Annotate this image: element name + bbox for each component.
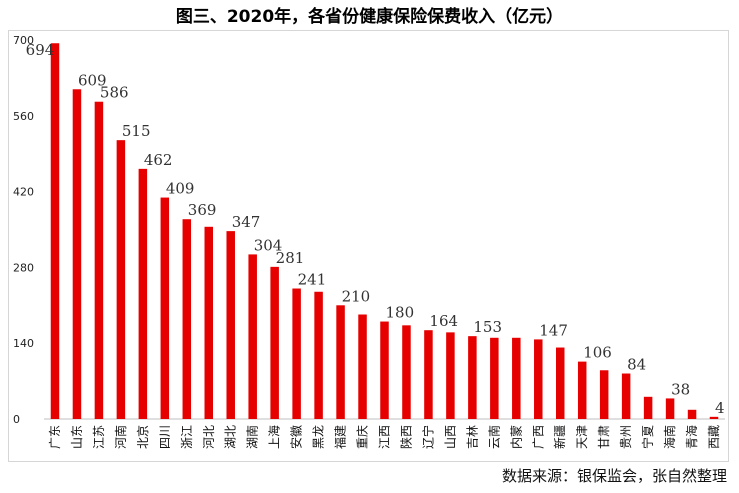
bar — [204, 226, 214, 419]
category-label: 湖北 — [223, 425, 238, 449]
bar — [94, 101, 104, 420]
category-label: 江苏 — [92, 425, 106, 449]
bar-value-label: 694 — [26, 41, 55, 59]
bar-value-label: 281 — [276, 249, 305, 267]
bar — [643, 396, 653, 419]
category-label: 重庆 — [356, 425, 370, 449]
category-label: 西藏 — [707, 425, 721, 449]
bar-value-label: 347 — [232, 213, 261, 231]
y-tick-label: 700 — [13, 34, 34, 47]
y-tick-label: 560 — [13, 110, 34, 123]
bar — [402, 325, 411, 419]
bar-value-label: 4 — [715, 399, 725, 417]
category-label: 福建 — [333, 425, 348, 449]
bar — [446, 332, 455, 419]
chart-title: 图三、2020年，各省份健康保险保费收入（亿元） — [175, 7, 564, 27]
category-label: 浙江 — [180, 425, 194, 449]
bar-value-label: 164 — [429, 312, 458, 330]
chart-frame: 0 140 280 420 560 700 694 609 586 515 462 409 369 34… — [8, 30, 729, 462]
bar-value-label: 84 — [627, 356, 646, 374]
bar — [577, 361, 587, 419]
category-label: 贵州 — [619, 425, 633, 449]
category-label: 四川 — [158, 425, 172, 449]
bar-value-label: 147 — [539, 321, 568, 339]
bar — [512, 337, 521, 419]
bar — [468, 336, 477, 419]
bar — [138, 168, 148, 419]
bar — [270, 266, 279, 419]
category-label: 内蒙 — [509, 425, 523, 449]
bar — [182, 219, 192, 419]
bar — [424, 330, 433, 419]
category-label: 上海 — [267, 425, 282, 449]
category-label: 吉林 — [465, 425, 479, 449]
bar — [314, 291, 323, 419]
bar-value-label: 586 — [100, 84, 129, 102]
bar-value-label: 106 — [583, 344, 612, 362]
bar — [358, 314, 367, 419]
bar — [160, 197, 170, 419]
category-label: 宁夏 — [640, 425, 655, 449]
bar-value-label: 369 — [188, 201, 217, 219]
category-label: 甘肃 — [597, 425, 611, 449]
category-label: 北京 — [136, 425, 150, 449]
category-label: 天津 — [575, 425, 589, 449]
category-label: 山西 — [443, 425, 457, 449]
category-label-layer: 广东 山东 江苏 河南 北京 四川 浙江 河北 湖北 湖南 上海 安徽 黑龙 福建 重庆 江西 陕西 辽宁 山西 吉林… — [48, 425, 721, 449]
category-label: 山东 — [70, 425, 84, 449]
bar — [72, 89, 82, 419]
bar — [555, 347, 565, 419]
bar — [599, 370, 609, 419]
y-tick-label: 420 — [13, 186, 34, 199]
bar-value-label: 241 — [298, 271, 327, 289]
bar-value-label: 409 — [166, 180, 195, 198]
category-label: 江西 — [378, 425, 392, 449]
bar — [621, 373, 631, 419]
bar — [687, 409, 697, 419]
bar-value-label: 210 — [342, 287, 371, 305]
bar — [380, 321, 389, 419]
bar — [665, 398, 675, 419]
bar-layer — [50, 43, 719, 420]
source-note: 数据来源：银保监会，张自然整理 — [501, 467, 727, 485]
bar — [336, 305, 345, 419]
bar-value-label: 153 — [473, 318, 502, 336]
category-label: 黑龙 — [312, 425, 326, 449]
bar-value-label: 180 — [386, 304, 415, 322]
bar-value-label: 304 — [254, 236, 283, 254]
bar-value-label: 515 — [122, 122, 151, 140]
category-label: 辽宁 — [420, 425, 435, 449]
category-label: 新疆 — [552, 425, 567, 449]
category-label: 陕西 — [398, 425, 413, 449]
bar-value-label: 462 — [144, 151, 173, 169]
category-label: 安徽 — [289, 425, 304, 449]
category-label: 河南 — [113, 425, 128, 449]
bar — [226, 231, 235, 419]
category-label: 海南 — [662, 425, 677, 449]
bar — [534, 339, 543, 419]
category-label: 青海 — [684, 425, 699, 449]
bar — [490, 337, 499, 419]
category-label: 广东 — [48, 425, 62, 449]
category-label: 河北 — [202, 425, 216, 449]
bar — [50, 43, 60, 420]
category-label: 湖南 — [245, 425, 260, 449]
category-label: 云南 — [486, 425, 501, 449]
y-tick-label: 140 — [13, 337, 34, 350]
bar-value-label: 38 — [671, 380, 690, 398]
y-tick-label: 0 — [13, 413, 20, 426]
bar — [709, 416, 719, 419]
bar-value-label: 609 — [78, 71, 107, 89]
bar — [248, 254, 257, 419]
bar — [116, 140, 126, 419]
bar — [292, 288, 301, 419]
y-tick-label: 280 — [13, 261, 34, 274]
category-label: 广西 — [531, 425, 545, 449]
